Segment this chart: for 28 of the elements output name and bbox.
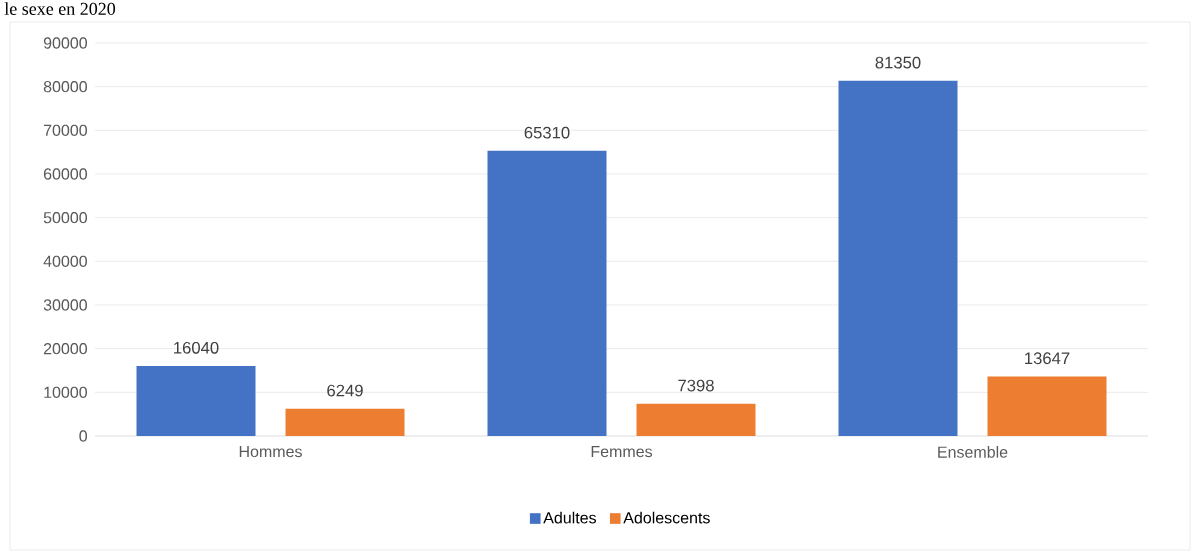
x-tick-label: Hommes — [239, 446, 302, 458]
x-tick-label: Ensemble — [938, 446, 1008, 458]
bar — [838, 80, 958, 436]
chart-title: le sexe en 2020 — [4, 2, 116, 15]
bar — [987, 376, 1107, 436]
y-tick-label: 10000 — [44, 386, 87, 398]
y-tick-label: 50000 — [43, 212, 87, 224]
data-label: 81350 — [875, 56, 921, 69]
y-tick-label: 40000 — [43, 255, 87, 267]
data-label: 7398 — [678, 379, 714, 392]
y-tick-label: 80000 — [43, 81, 87, 93]
y-tick-label: 60000 — [43, 168, 87, 180]
bar — [285, 408, 405, 436]
bar — [487, 150, 607, 436]
y-tick-label: 30000 — [43, 299, 87, 311]
legend-label: Adolescents — [623, 511, 710, 524]
bar — [136, 365, 256, 436]
bar — [636, 403, 756, 436]
legend-label: Adultes — [543, 511, 597, 524]
x-tick-label: Femmes — [591, 446, 653, 458]
data-label: 13647 — [1025, 352, 1070, 365]
y-tick-label: 90000 — [43, 37, 87, 49]
data-label: 65310 — [524, 126, 570, 139]
y-tick-label: 0 — [79, 430, 88, 442]
y-tick-label: 70000 — [43, 124, 87, 136]
data-label: 16040 — [174, 341, 219, 354]
y-tick-label: 20000 — [43, 343, 87, 355]
data-label: 6249 — [327, 384, 363, 397]
